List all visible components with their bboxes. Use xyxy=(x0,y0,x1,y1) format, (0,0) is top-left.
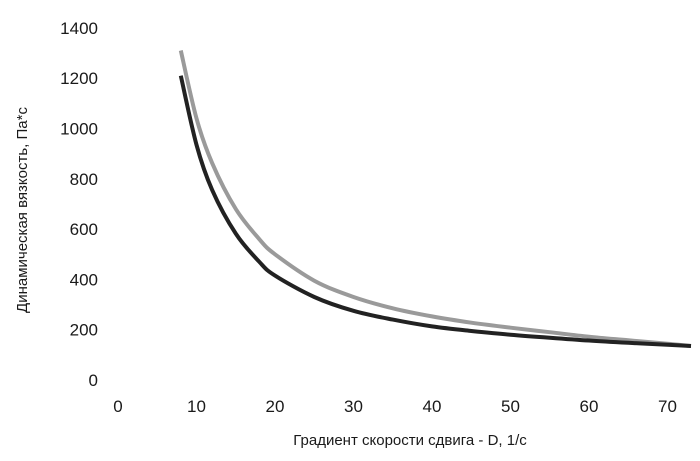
y-tick-label: 1400 xyxy=(60,19,98,38)
y-tick-label: 1000 xyxy=(60,120,98,139)
y-tick-label: 0 xyxy=(89,371,98,390)
y-tick-label: 1200 xyxy=(60,69,98,88)
x-tick-label: 10 xyxy=(187,397,206,416)
y-axis-title: Динамическая вязкость, Па*с xyxy=(14,107,31,313)
series-lines xyxy=(178,50,692,348)
x-tick-label: 70 xyxy=(658,397,677,416)
series-line-gray xyxy=(178,50,692,348)
series-line-black xyxy=(178,75,692,348)
x-tick-label: 20 xyxy=(266,397,285,416)
y-tick-label: 400 xyxy=(70,270,98,289)
x-tick-label: 50 xyxy=(501,397,520,416)
x-axis-tick-labels: 0 10 20 30 40 50 60 70 xyxy=(113,397,677,416)
y-axis-tick-labels: 0 200 400 600 800 1000 1200 1400 xyxy=(60,19,98,390)
x-tick-label: 40 xyxy=(423,397,442,416)
y-tick-label: 600 xyxy=(70,220,98,239)
x-tick-label: 30 xyxy=(344,397,363,416)
x-tick-label: 0 xyxy=(113,397,122,416)
x-tick-label: 60 xyxy=(580,397,599,416)
y-tick-label: 200 xyxy=(70,321,98,340)
x-axis-title: Градиент скорости сдвига - D, 1/с xyxy=(293,432,527,449)
y-tick-label: 800 xyxy=(70,170,98,189)
